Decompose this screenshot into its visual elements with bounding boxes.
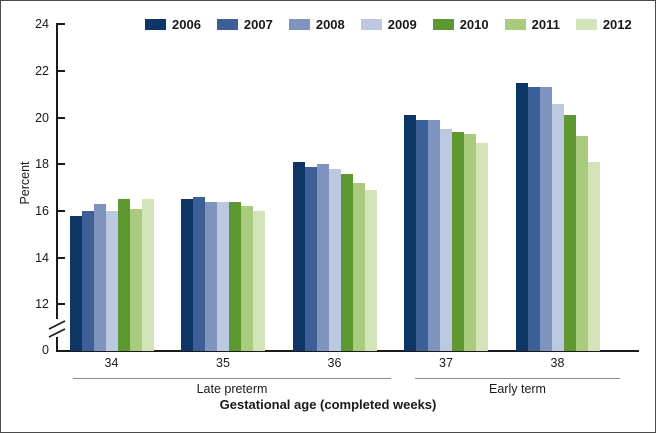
bar-2007-week37 bbox=[416, 119, 428, 351]
y-tick-label-24: 24 bbox=[35, 17, 49, 32]
axis-break-icon bbox=[48, 319, 66, 338]
bar-2008-week36 bbox=[316, 164, 329, 351]
bar-2008-week34 bbox=[93, 203, 106, 351]
legend-item-2006: 2006 bbox=[145, 17, 201, 32]
group-label-0: Late preterm bbox=[196, 382, 268, 396]
x-category-label-37: 37 bbox=[439, 356, 453, 370]
x-axis-title: Gestational age (completed weeks) bbox=[219, 397, 437, 412]
x-category-label-38: 38 bbox=[550, 356, 565, 370]
legend-item-2011: 2011 bbox=[504, 17, 560, 32]
bar-2012-week37 bbox=[476, 143, 488, 351]
bar-2007-week35 bbox=[193, 196, 205, 351]
legend-label-2011: 2011 bbox=[531, 17, 560, 32]
legend-item-2012: 2012 bbox=[575, 17, 632, 32]
y-tick-label-16: 16 bbox=[35, 203, 49, 218]
bar-2007-week34 bbox=[81, 210, 94, 351]
x-category-label-35: 35 bbox=[216, 356, 230, 370]
legend-swatch-2011 bbox=[504, 19, 526, 30]
y-axis-title: Percent bbox=[18, 161, 32, 205]
legend-swatch-2012 bbox=[575, 19, 597, 30]
x-category-label-34: 34 bbox=[104, 356, 119, 370]
bar-2011-week38 bbox=[575, 136, 588, 351]
legend-item-2007: 2007 bbox=[216, 17, 273, 32]
x-category-label-36: 36 bbox=[327, 356, 342, 370]
bar-2011-week34 bbox=[129, 208, 142, 351]
legend-item-2008: 2008 bbox=[288, 17, 345, 32]
bar-2010-week35 bbox=[229, 201, 241, 351]
bar-2009-week37 bbox=[440, 129, 452, 351]
legend-label-2007: 2007 bbox=[243, 17, 273, 32]
y-tick-14 bbox=[58, 256, 65, 259]
y-axis-line bbox=[56, 23, 58, 352]
bar-2009-week34 bbox=[105, 210, 118, 351]
legend-swatch-2010 bbox=[432, 19, 454, 30]
bar-2010-week34 bbox=[117, 199, 130, 351]
y-tick-12 bbox=[58, 303, 65, 306]
bar-2007-week36 bbox=[304, 166, 317, 351]
y-tick-label-20: 20 bbox=[35, 110, 49, 125]
y-tick-18 bbox=[58, 163, 65, 166]
bar-2012-week34 bbox=[141, 199, 154, 351]
bar-2012-week38 bbox=[587, 161, 600, 351]
legend-swatch-2009 bbox=[360, 19, 382, 30]
bar-2006-week35 bbox=[181, 199, 193, 351]
y-tick-label-22: 22 bbox=[35, 64, 49, 78]
group-bracket-line-1 bbox=[415, 378, 620, 379]
y-tick-label-18: 18 bbox=[35, 157, 49, 172]
bar-2010-week37 bbox=[452, 131, 464, 351]
y-tick-16 bbox=[58, 209, 65, 212]
bar-2011-week35 bbox=[241, 206, 253, 351]
legend: 2006 2007 2008 2009 2010 2011 2012 bbox=[145, 17, 632, 32]
legend-label-2010: 2010 bbox=[459, 17, 489, 32]
bar-2010-week38 bbox=[563, 115, 576, 351]
y-tick-label-14: 14 bbox=[35, 250, 49, 265]
y-tick-label-0: 0 bbox=[42, 343, 49, 357]
legend-item-2010: 2010 bbox=[432, 17, 489, 32]
bar-2008-week38 bbox=[539, 87, 552, 351]
y-tick-20 bbox=[58, 116, 65, 119]
bar-2006-week38 bbox=[515, 82, 528, 351]
bar-2009-week35 bbox=[217, 201, 229, 351]
legend-label-2012: 2012 bbox=[602, 17, 632, 32]
y-tick-22 bbox=[58, 70, 65, 72]
x-axis-line bbox=[56, 350, 639, 352]
bar-2009-week36 bbox=[328, 168, 341, 351]
legend-label-2008: 2008 bbox=[315, 17, 345, 32]
bar-2006-week34 bbox=[69, 215, 82, 351]
legend-swatch-2007 bbox=[216, 19, 238, 30]
bar-2012-week35 bbox=[253, 210, 265, 351]
bar-2008-week37 bbox=[428, 119, 440, 351]
group-label-1: Early term bbox=[489, 382, 546, 396]
legend-item-2009: 2009 bbox=[360, 17, 417, 32]
legend-swatch-2008 bbox=[288, 19, 310, 30]
bar-2012-week36 bbox=[364, 189, 377, 351]
bar-2006-week36 bbox=[292, 161, 305, 351]
bar-2011-week36 bbox=[352, 182, 365, 351]
bar-2007-week38 bbox=[527, 87, 540, 351]
bar-2011-week37 bbox=[464, 133, 476, 351]
bar-2006-week37 bbox=[404, 115, 416, 351]
legend-label-2009: 2009 bbox=[387, 17, 417, 32]
y-tick-label-12: 12 bbox=[35, 297, 49, 312]
y-tick-24 bbox=[58, 23, 65, 26]
legend-label-2006: 2006 bbox=[172, 17, 201, 32]
bar-2008-week35 bbox=[205, 201, 217, 351]
bar-2009-week38 bbox=[551, 103, 564, 351]
bar-2010-week36 bbox=[340, 173, 353, 351]
group-bracket-line-0 bbox=[73, 378, 391, 379]
legend-swatch-2006 bbox=[145, 19, 166, 30]
